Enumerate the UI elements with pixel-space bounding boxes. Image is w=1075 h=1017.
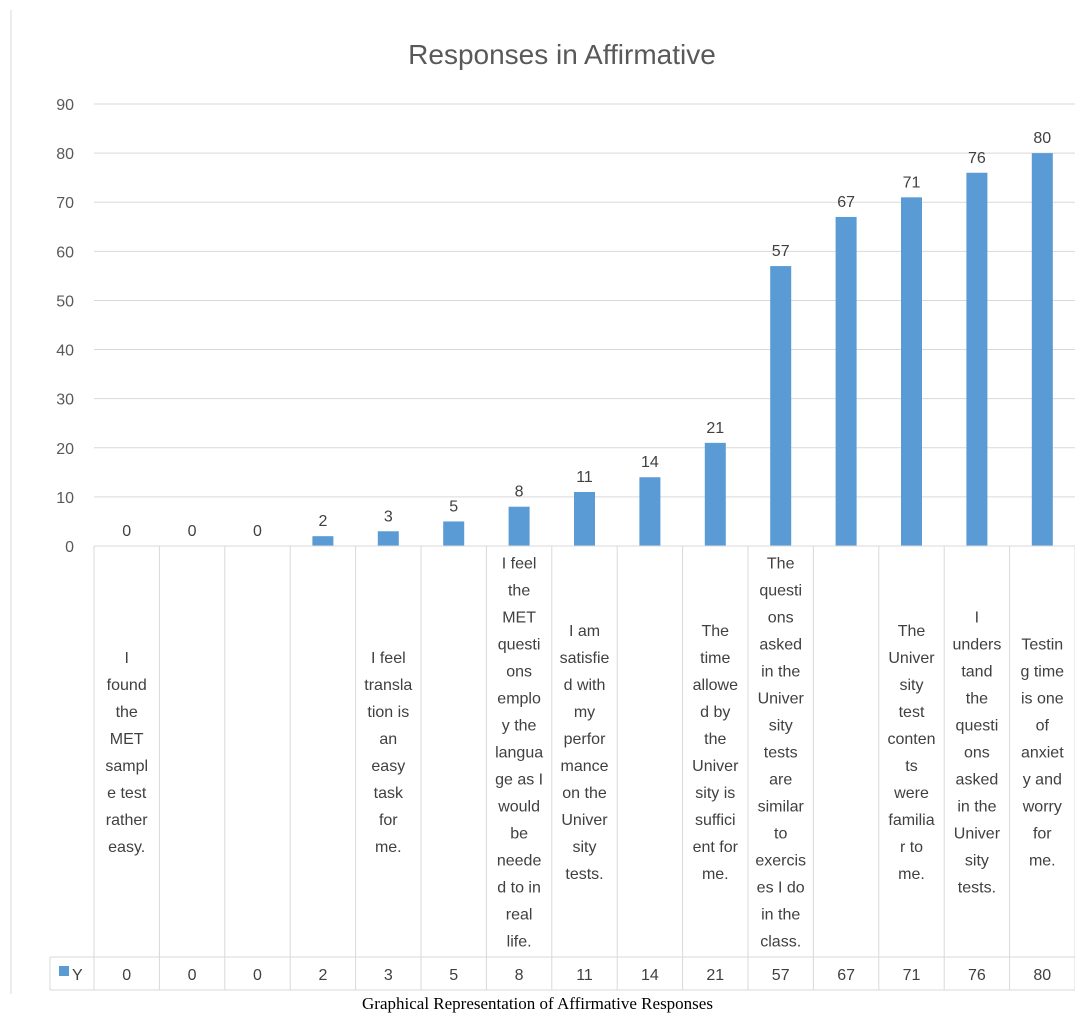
- data-label: 0: [122, 523, 131, 540]
- bar: [966, 172, 988, 546]
- table-value: 3: [384, 967, 393, 984]
- y-axis-ticks: 0 10 20 30 40 50 60 70 80 90: [56, 97, 74, 556]
- chart-title: Responses in Affirmative: [408, 39, 716, 70]
- table-value: 0: [188, 967, 197, 984]
- bar: [901, 197, 922, 547]
- bar: [639, 477, 661, 546]
- y-tick-label: 30: [56, 392, 74, 409]
- table-value: 21: [706, 967, 724, 984]
- y-tick-label: 40: [56, 343, 74, 360]
- data-label: 8: [515, 484, 524, 501]
- y-tick-label: 80: [56, 146, 74, 163]
- table-value: 5: [449, 967, 458, 984]
- data-label: 57: [772, 243, 790, 260]
- category-label: The Univer sity test conten ts were familia r to…: [887, 623, 935, 883]
- figure-caption: Graphical Representation of Affirmative …: [362, 994, 713, 1013]
- data-label: 3: [384, 508, 393, 525]
- y-tick-label: 20: [56, 441, 74, 458]
- table-value: 8: [515, 967, 524, 984]
- data-label: 14: [641, 454, 659, 471]
- data-label: 76: [968, 150, 986, 167]
- category-label: The time allowe d by the Univer sity is suffici…: [692, 623, 739, 883]
- data-label: 0: [253, 523, 262, 540]
- table-value: 11: [576, 967, 593, 984]
- bar: [1031, 153, 1053, 546]
- bar: [835, 216, 857, 546]
- table-value: 2: [318, 967, 327, 984]
- data-label: 5: [449, 498, 458, 515]
- bar: [770, 266, 792, 546]
- y-tick-label: 10: [56, 490, 74, 507]
- legend-swatch: [59, 966, 69, 976]
- bar: [508, 506, 530, 546]
- y-tick-label: 90: [56, 97, 74, 114]
- table-value: 14: [641, 967, 659, 984]
- table-value: 67: [837, 967, 855, 984]
- data-table: 0 0 0 2 3 5 8 11 14 21 57 67 71 76 80: [49, 545, 1075, 991]
- data-label: 71: [903, 174, 921, 191]
- gridlines: [94, 103, 1075, 498]
- table-value: 80: [1033, 967, 1051, 984]
- data-labels: 0 0 0 2 3 5 8 11 14 21 57 67 71 76 80: [122, 130, 1051, 540]
- bar: [312, 536, 334, 546]
- data-label: 2: [318, 513, 327, 530]
- table-value: 71: [903, 967, 921, 984]
- y-tick-label: 60: [56, 244, 74, 261]
- y-tick-label: 70: [56, 195, 74, 212]
- bar: [377, 531, 399, 546]
- table-value: 76: [968, 967, 986, 984]
- bar: [443, 521, 465, 546]
- data-label: 80: [1033, 130, 1051, 147]
- bar: [704, 442, 726, 546]
- table-value: 57: [772, 967, 790, 984]
- data-label: 0: [188, 523, 197, 540]
- data-label: 11: [576, 469, 593, 486]
- bar: [574, 491, 595, 546]
- data-label: 21: [706, 420, 724, 437]
- legend: Y: [59, 966, 83, 984]
- y-tick-label: 50: [56, 293, 74, 310]
- category-label: I feel transla tion is an easy task for me.: [364, 650, 412, 856]
- chart: Responses in Affirmative 010203040506070…: [10, 10, 1075, 994]
- category-label: Testin g time is one of anxiet y and worry for m…: [1021, 637, 1065, 870]
- table-value: 0: [122, 967, 131, 984]
- y-tick-label: 0: [65, 539, 74, 556]
- category-label: I feel the MET questi ons emplo y the langua ge …: [495, 556, 543, 951]
- data-label: 67: [837, 194, 855, 211]
- legend-label: Y: [72, 967, 83, 984]
- category-label: I am satisfie d with my perfor mance on the Uni…: [560, 623, 610, 883]
- table-value: 0: [253, 967, 262, 984]
- category-label: The questi ons asked in the Univer sity tests ar…: [755, 556, 806, 951]
- bars: [312, 153, 1053, 547]
